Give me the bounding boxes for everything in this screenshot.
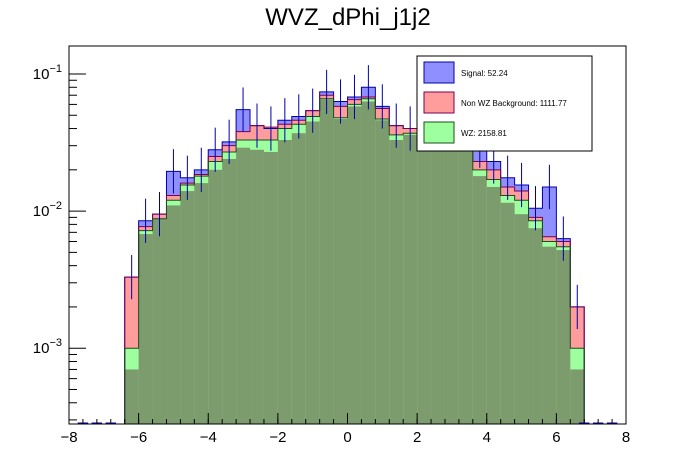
legend-label: Non WZ Background: 1111.77 (461, 99, 567, 108)
series-outline (124, 86, 585, 424)
overlap-bar (319, 99, 334, 425)
overlap-bar (236, 147, 251, 424)
overlap-bar (556, 250, 571, 424)
overlap-bar (486, 186, 501, 424)
legend-label: Signal: 52.24 (461, 69, 508, 78)
x-tick-label: 8 (622, 429, 630, 446)
overlap-bar (431, 136, 445, 424)
x-tick-label: −6 (130, 429, 147, 446)
y-tick-label: 10−2 (33, 200, 62, 220)
x-tick-label: −4 (200, 429, 217, 446)
overlap-bar (403, 134, 418, 424)
overlap-bar (277, 140, 292, 424)
x-tick-label: 0 (343, 429, 351, 446)
legend-swatch (423, 91, 455, 114)
series-outline (124, 98, 585, 424)
overlap-bar (208, 169, 223, 424)
overlap-bar (263, 151, 278, 424)
overlap-bar (152, 218, 167, 424)
legend-swatch (423, 121, 455, 144)
legend: Signal: 52.24 Non WZ Background: 1111.77 W… (416, 55, 593, 152)
overlap-bar (444, 136, 459, 424)
x-tick-label: −8 (60, 429, 77, 446)
overlap-bar (472, 176, 487, 424)
x-tick-label: 2 (413, 429, 421, 446)
axes-layer: −8 −6 −4 −2 0 2 4 6 8 10−1 10−2 10−3 (33, 63, 630, 446)
x-tick-label: 4 (483, 429, 491, 446)
overlap-bar (291, 133, 306, 424)
overlap-bar (570, 369, 585, 424)
overlap-bar (347, 106, 362, 424)
overlap-bar (138, 234, 153, 424)
overlap-bar (166, 205, 181, 424)
overlap-bar (514, 214, 529, 424)
overlap-bar (250, 149, 264, 425)
x-tick-label: −2 (269, 429, 286, 446)
overlap-bar (361, 101, 376, 424)
y-tick-label: 10−3 (33, 337, 62, 357)
x-tick-label: 6 (552, 429, 560, 446)
overlap-bar (333, 118, 348, 425)
chart-title: WVZ_dPhi_j1j2 (265, 4, 430, 31)
overlap-bar (124, 369, 139, 424)
overlap-bar (222, 158, 237, 424)
overlap-bar (500, 202, 515, 424)
overlap-bar (458, 141, 473, 424)
legend-label: WZ: 2158.81 (461, 129, 507, 138)
overlap-bar (389, 140, 404, 424)
overlap-bar (542, 246, 557, 424)
overlap-bar (194, 183, 209, 424)
overlap-bar (375, 120, 390, 424)
legend-swatch (423, 61, 455, 84)
overlap-bar (528, 228, 543, 424)
overlap-bar (305, 121, 320, 425)
y-tick-label: 10−1 (33, 63, 62, 83)
series-outline (124, 94, 585, 424)
overlap-bar (180, 191, 195, 424)
bars-layer (124, 86, 585, 425)
overlap-bar (417, 136, 432, 424)
